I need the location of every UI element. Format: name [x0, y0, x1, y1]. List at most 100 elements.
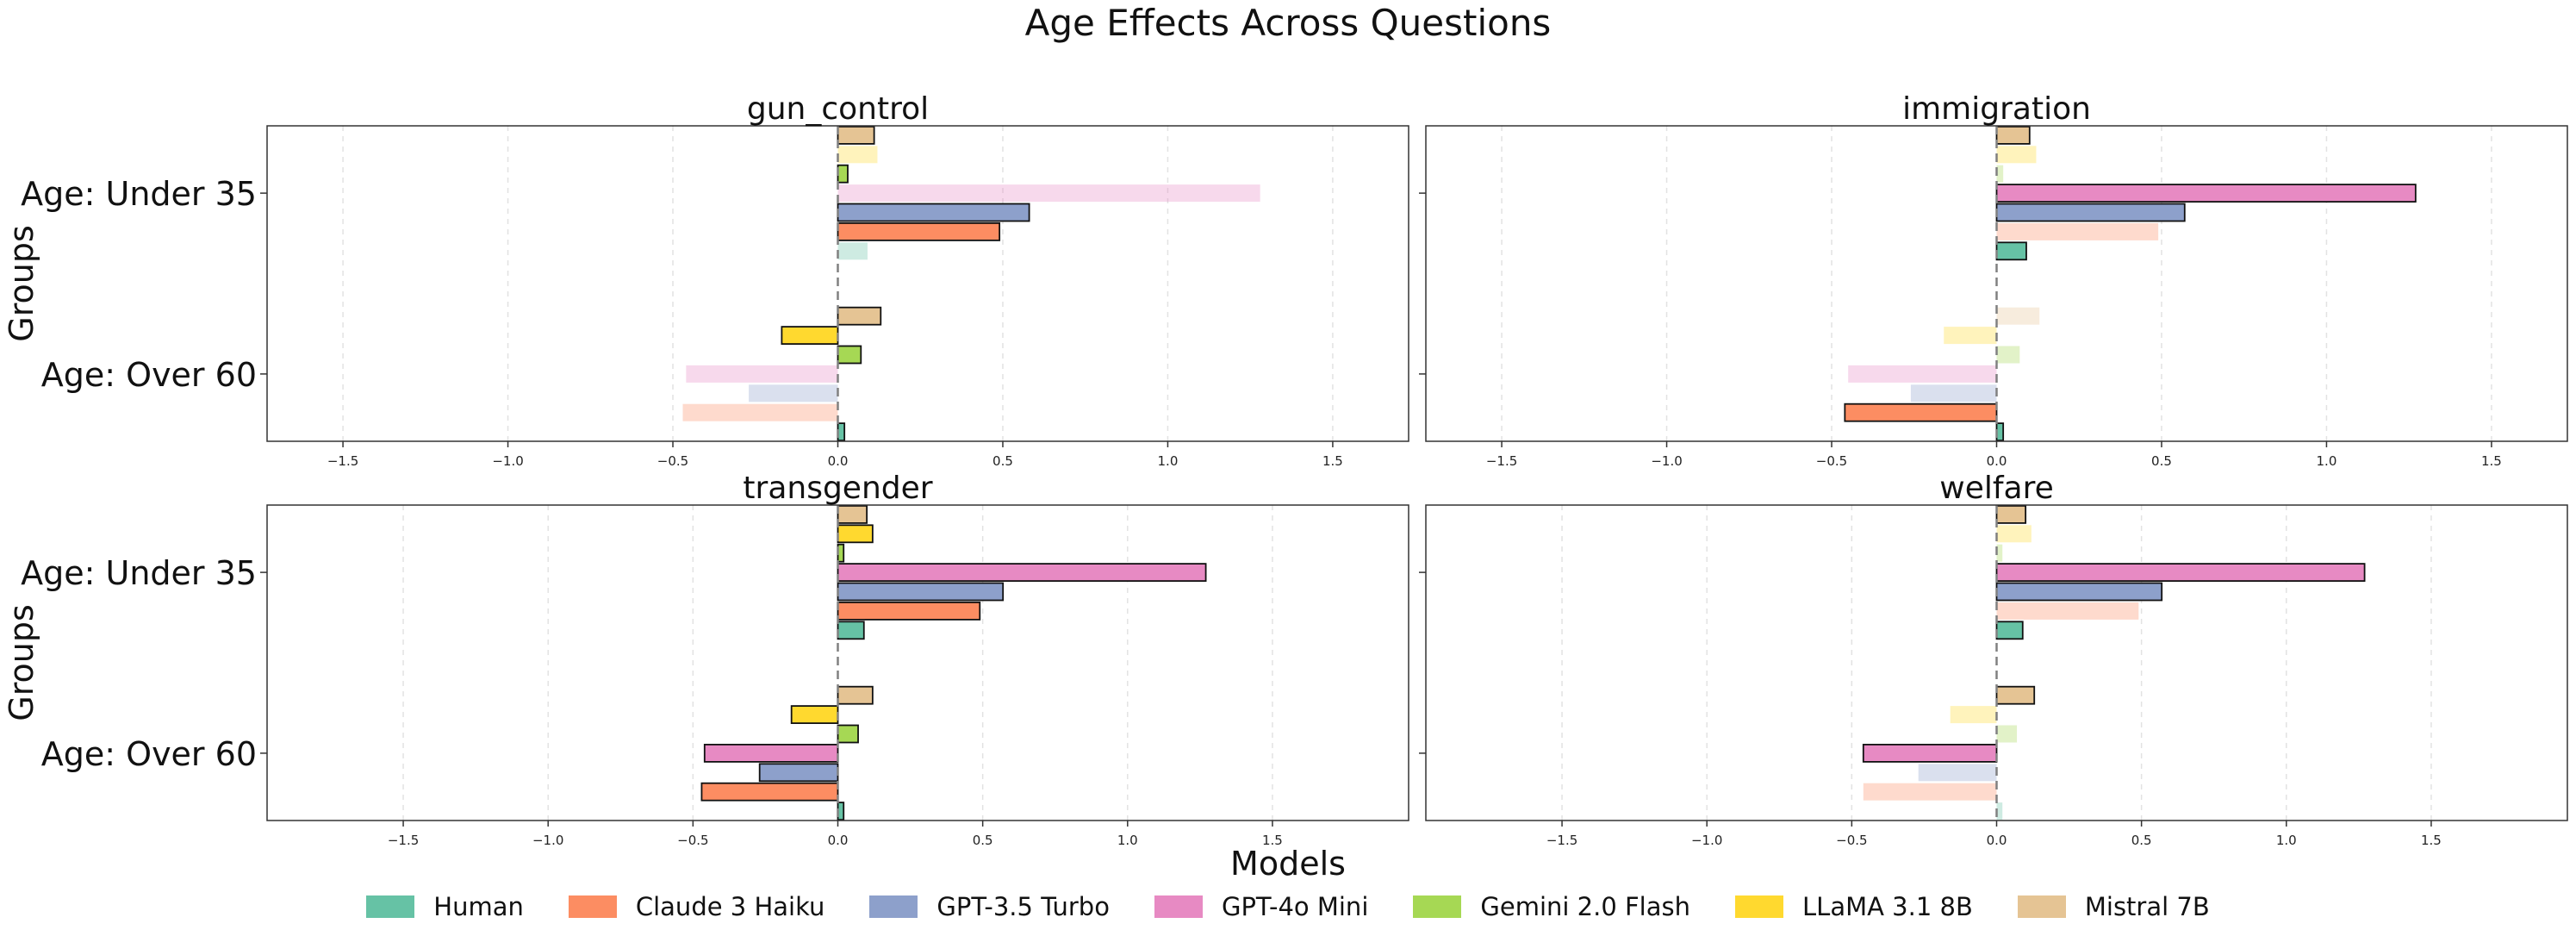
x-tick-label: −1.0: [1691, 833, 1722, 848]
y-axis-label: Groups: [3, 604, 40, 721]
legend-swatch: [1154, 895, 1203, 918]
bar: [1995, 203, 2186, 222]
panel-title: welfare: [1939, 471, 2054, 506]
bar: [1863, 783, 1997, 801]
y-axis-label: Groups: [3, 225, 40, 342]
bar: [1996, 222, 2159, 240]
bar: [1995, 125, 2031, 145]
legend-label: LLaMA 3.1 8B: [1802, 892, 1973, 921]
bar: [682, 403, 838, 421]
legend-item: Human: [366, 892, 524, 921]
x-tick-label: −1.0: [492, 453, 523, 469]
x-tick-label: 0.5: [992, 453, 1013, 469]
legend-label: GPT-4o Mini: [1221, 892, 1369, 921]
legend-item: GPT-3.5 Turbo: [869, 892, 1110, 921]
legend: Human Claude 3 Haiku GPT-3.5 Turbo GPT-4o M…: [0, 888, 2576, 926]
bar: [703, 744, 839, 763]
bar: [837, 505, 868, 524]
panel-title: immigration: [1902, 91, 2091, 127]
bar: [1848, 365, 1997, 383]
x-tick-label: 1.0: [1117, 833, 1138, 848]
bar: [1996, 544, 2003, 562]
legend-label: Human: [433, 892, 524, 921]
legend-swatch: [1735, 895, 1783, 918]
legend-label: Gemini 2.0 Flash: [1480, 892, 1690, 921]
bar: [1996, 146, 2037, 164]
bar: [700, 782, 839, 802]
x-tick-label: −1.5: [1486, 453, 1517, 469]
bar: [1995, 184, 2417, 203]
bar: [1996, 346, 2020, 364]
x-tick-label: −0.5: [1836, 833, 1867, 848]
legend-swatch: [1413, 895, 1462, 918]
bar: [1995, 241, 2027, 261]
bar: [1844, 402, 1998, 422]
bar: [837, 524, 874, 544]
x-tick-label: 1.0: [2276, 833, 2297, 848]
bar: [837, 685, 874, 705]
x-tick-label: 0.5: [973, 833, 993, 848]
bar: [837, 563, 1207, 582]
bar: [1996, 602, 2139, 620]
bar: [1995, 621, 2024, 640]
bar: [1996, 525, 2032, 543]
chart-title: Age Effects Across Questions: [1024, 2, 1552, 44]
bar: [1918, 764, 1997, 782]
bar: [1995, 505, 2027, 524]
bar: [837, 306, 882, 326]
faceted-bar-chart: Age: Under 35 Age: Over 60 −1.5 −1.0 −0.5 0.0…: [3, 91, 2568, 848]
bar: [1995, 582, 2163, 602]
y-tick-label: Age: Under 35: [21, 554, 257, 592]
legend-item: Mistral 7B: [2017, 892, 2210, 921]
legend-swatch: [869, 895, 918, 918]
x-tick-label: 1.0: [1158, 453, 1179, 469]
x-tick-label: 1.5: [2421, 833, 2442, 848]
bar: [837, 146, 878, 164]
y-tick-label: Age: Over 60: [41, 735, 257, 773]
x-tick-label: 1.0: [2317, 453, 2337, 469]
bar: [837, 724, 859, 744]
x-tick-label: −1.5: [1546, 833, 1577, 848]
x-tick-label: 1.5: [2481, 453, 2502, 469]
legend-swatch: [2017, 895, 2066, 918]
legend-swatch: [568, 895, 617, 918]
bar: [781, 326, 839, 346]
x-tick-label: −1.0: [1651, 453, 1682, 469]
y-tick-label: Age: Over 60: [41, 356, 257, 394]
x-tick-label: 1.5: [1322, 453, 1343, 469]
legend-swatch: [366, 895, 415, 918]
panel-title: gun_control: [747, 91, 929, 127]
bar: [758, 763, 839, 783]
legend-item: Gemini 2.0 Flash: [1413, 892, 1690, 921]
x-axis-label: Models: [1230, 845, 1346, 883]
legend-item: GPT-4o Mini: [1154, 892, 1368, 921]
legend-item: Claude 3 Haiku: [568, 892, 825, 921]
panel-title: transgender: [743, 471, 932, 506]
bar: [790, 705, 839, 724]
bar: [837, 222, 1001, 241]
bar: [837, 164, 849, 184]
bar: [1996, 802, 2003, 821]
bar: [837, 242, 868, 260]
bar: [1996, 725, 2018, 743]
bar: [749, 384, 838, 402]
bar: [837, 125, 875, 145]
x-tick-label: 0.5: [2131, 833, 2152, 848]
bar: [1944, 327, 1997, 345]
x-tick-label: 1.5: [1262, 833, 1283, 848]
bar: [1910, 384, 1997, 402]
bar: [837, 203, 1030, 222]
x-tick-label: −0.5: [677, 833, 708, 848]
legend-label: Claude 3 Haiku: [635, 892, 825, 921]
bar: [1996, 165, 2004, 183]
bar: [837, 582, 1005, 602]
bar: [1995, 563, 2366, 582]
x-tick-label: 0.0: [828, 453, 849, 469]
x-tick-label: −1.5: [327, 453, 358, 469]
bar: [837, 621, 865, 640]
bar: [1950, 706, 1997, 724]
legend-item: LLaMA 3.1 8B: [1735, 892, 1973, 921]
bar: [837, 184, 1260, 203]
x-tick-label: −1.5: [388, 833, 419, 848]
x-tick-label: −1.0: [532, 833, 563, 848]
